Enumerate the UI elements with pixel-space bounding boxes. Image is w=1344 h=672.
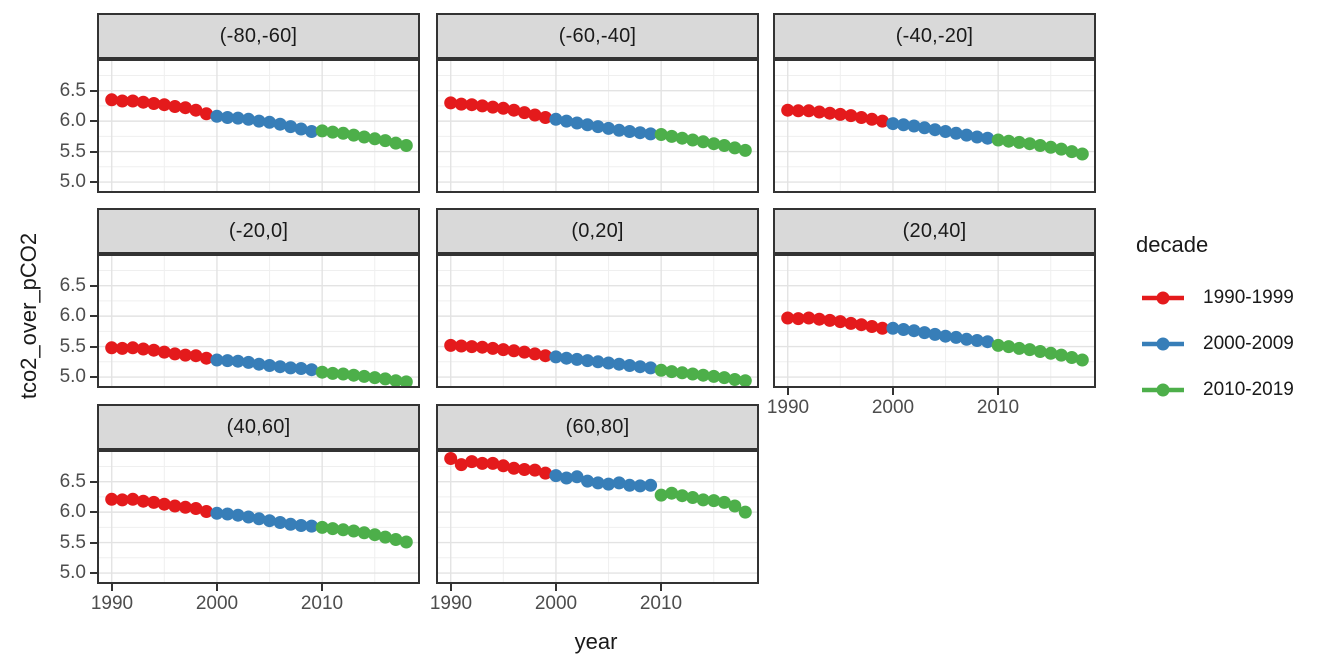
facet-strip-label: (-20,0]	[97, 208, 420, 254]
facet-strip-label: (20,40]	[773, 208, 1096, 254]
x-tick-mark	[997, 388, 999, 395]
x-tick-mark	[660, 584, 662, 591]
x-tick-label: 2010	[639, 593, 683, 614]
facet-60-80: (60,80]	[436, 404, 759, 584]
y-tick-label: 5.0	[59, 562, 86, 583]
legend-item-label: 2000-2009	[1203, 333, 1294, 354]
y-tick-label: 5.0	[59, 171, 86, 192]
legend-item-label: 1990-1999	[1203, 287, 1294, 308]
x-tick-mark	[111, 584, 113, 591]
x-tick-label: 2000	[195, 593, 239, 614]
facet-strip-label: (-60,-40]	[436, 13, 759, 59]
x-tick-label: 2000	[534, 593, 578, 614]
facet-plot-area	[97, 254, 420, 388]
y-tick-label: 5.5	[59, 532, 86, 553]
x-tick-mark	[892, 388, 894, 395]
y-tick-label: 6.5	[59, 471, 86, 492]
x-tick-mark	[450, 584, 452, 591]
legend: decade 1990-1999 2000-2009 2010-2019	[1136, 232, 1341, 412]
y-tick-label: 6.5	[59, 80, 86, 101]
facet-plot-area	[773, 59, 1096, 193]
legend-item-1990-1999: 1990-1999	[1141, 284, 1294, 312]
y-tick-mark	[90, 572, 97, 574]
legend-title: decade	[1136, 232, 1209, 257]
x-tick-label: 1990	[429, 593, 473, 614]
x-tick-label: 1990	[90, 593, 134, 614]
legend-item-2000-2009: 2000-2009	[1141, 330, 1294, 358]
y-tick-mark	[90, 181, 97, 183]
x-tick-label: 2010	[300, 593, 344, 614]
y-tick-label: 5.0	[59, 366, 86, 387]
facet-strip-label: (60,80]	[436, 404, 759, 450]
y-tick-mark	[90, 542, 97, 544]
y-tick-mark	[90, 151, 97, 153]
facet-neg80-neg60: (-80,-60]	[97, 13, 420, 193]
legend-key-line-dot-icon	[1142, 337, 1184, 351]
y-tick-label: 6.0	[59, 501, 86, 522]
y-tick-mark	[90, 511, 97, 513]
legend-item-label: 2010-2019	[1203, 379, 1294, 400]
x-tick-label: 2000	[871, 397, 915, 418]
x-axis-title: year	[574, 629, 618, 654]
facet-40-60: (40,60]	[97, 404, 420, 584]
facet-plot-area	[97, 450, 420, 584]
facet-plot-area	[436, 254, 759, 388]
facet-strip-label: (-40,-20]	[773, 13, 1096, 59]
y-tick-mark	[90, 120, 97, 122]
facet-neg20-0: (-20,0]	[97, 208, 420, 388]
y-tick-label: 6.0	[59, 110, 86, 131]
x-tick-mark	[216, 584, 218, 591]
facet-strip-label: (-80,-60]	[97, 13, 420, 59]
y-tick-mark	[90, 481, 97, 483]
facet-plot-area	[436, 59, 759, 193]
y-axis-title: tco2_over_pCO2	[16, 232, 41, 400]
facet-plot-area	[773, 254, 1096, 388]
x-tick-mark	[321, 584, 323, 591]
facet-plot-area	[436, 450, 759, 584]
y-tick-label: 6.0	[59, 305, 86, 326]
legend-key-line-dot-icon	[1142, 291, 1184, 305]
facet-strip-label: (0,20]	[436, 208, 759, 254]
y-tick-label: 6.5	[59, 275, 86, 296]
x-tick-mark	[555, 584, 557, 591]
y-tick-mark	[90, 285, 97, 287]
x-tick-label: 2010	[976, 397, 1020, 418]
facet-plot-area	[97, 59, 420, 193]
facet-strip-label: (40,60]	[97, 404, 420, 450]
facet-20-40: (20,40]	[773, 208, 1096, 388]
y-tick-mark	[90, 346, 97, 348]
y-tick-mark	[90, 90, 97, 92]
x-tick-mark	[787, 388, 789, 395]
y-tick-mark	[90, 315, 97, 317]
facet-neg60-neg40: (-60,-40]	[436, 13, 759, 193]
y-tick-label: 5.5	[59, 141, 86, 162]
y-tick-mark	[90, 376, 97, 378]
legend-key-line-dot-icon	[1142, 383, 1184, 397]
facet-neg40-neg20: (-40,-20]	[773, 13, 1096, 193]
y-tick-label: 5.5	[59, 336, 86, 357]
facet-0-20: (0,20]	[436, 208, 759, 388]
legend-item-2010-2019: 2010-2019	[1141, 376, 1294, 404]
x-tick-label: 1990	[766, 397, 810, 418]
